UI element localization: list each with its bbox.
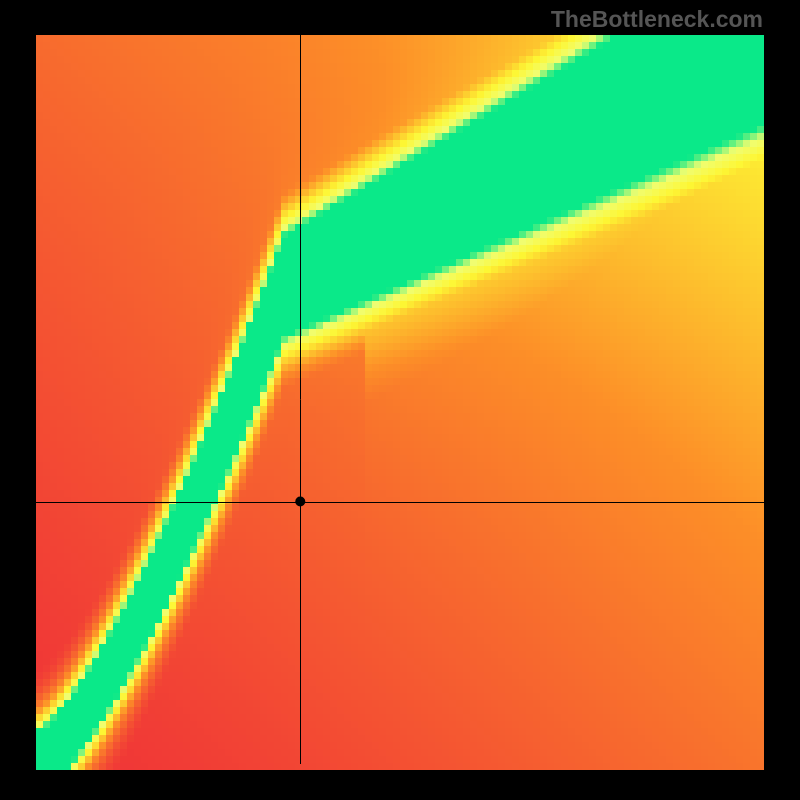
bottleneck-heatmap bbox=[0, 0, 800, 800]
figure-stage: TheBottleneck.com bbox=[0, 0, 800, 800]
